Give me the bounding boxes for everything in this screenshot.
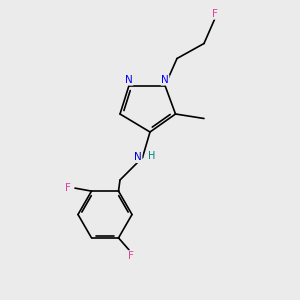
- Text: N: N: [161, 75, 169, 85]
- Text: N: N: [125, 75, 133, 85]
- Text: F: F: [128, 251, 134, 261]
- Text: F: F: [65, 183, 71, 193]
- Text: H: H: [148, 151, 156, 161]
- Text: F: F: [212, 9, 218, 19]
- Text: N: N: [134, 152, 142, 163]
